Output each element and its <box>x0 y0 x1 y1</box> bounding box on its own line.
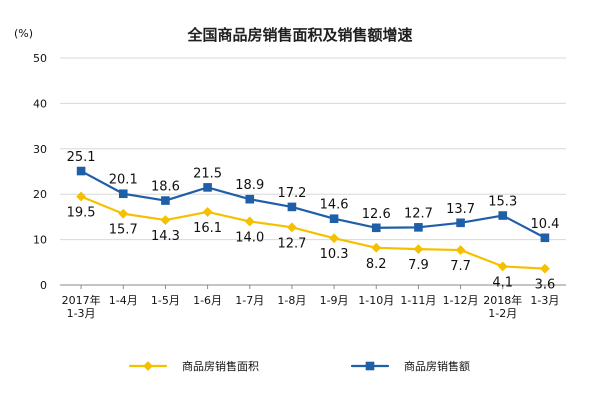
data-label: 3.6 <box>535 278 556 293</box>
data-label: 10.4 <box>530 217 559 232</box>
diamond-marker <box>287 222 297 233</box>
y-tick-label: 30 <box>33 143 47 156</box>
x-tick-label: 1-12月 <box>443 294 479 307</box>
data-label: 4.1 <box>492 275 513 290</box>
square-marker <box>540 233 550 243</box>
legend-label: 商品房销售额 <box>404 359 470 373</box>
diamond-marker <box>329 233 339 244</box>
x-tick-label: 1-9月 <box>320 294 349 307</box>
square-marker <box>161 196 170 205</box>
square-marker <box>329 214 339 224</box>
series-2: 25.1 20.1 18.6 21.5 18.9 17.2 14.6 12.6 12.7 13.7… <box>67 150 559 243</box>
x-tick-label: 1-3月 <box>67 307 96 320</box>
data-label: 25.1 <box>67 150 96 165</box>
square-marker <box>287 202 297 212</box>
chart-title: 全国商品房销售面积及销售额增速 <box>186 26 412 44</box>
data-label: 21.5 <box>193 166 222 181</box>
square-marker <box>203 183 212 192</box>
x-tick-label: 1-4月 <box>109 294 138 307</box>
series-1: 19.5 15.7 14.3 16.1 14.0 12.7 10.3 8.2 7.9 7.7 4.1… <box>67 191 556 293</box>
x-tick-label: 1-3月 <box>530 294 559 307</box>
diamond-marker <box>497 261 508 272</box>
legend-item-1: 商品房销售面积 <box>128 359 259 373</box>
data-label: 18.6 <box>151 180 180 195</box>
data-label: 12.6 <box>362 207 391 222</box>
square-marker <box>365 361 375 371</box>
data-label: 16.1 <box>193 221 222 236</box>
square-marker <box>414 223 423 232</box>
x-tick-label: 1-11月 <box>400 294 436 307</box>
series-layer: 19.5 15.7 14.3 16.1 14.0 12.7 10.3 8.2 7.9 7.7 4.1… <box>67 150 560 293</box>
x-tick-label: 1-6月 <box>193 294 222 307</box>
diamond-marker <box>143 361 153 371</box>
square-marker <box>245 194 255 204</box>
diamond-marker <box>540 263 550 274</box>
y-unit-label: (%) <box>14 27 33 40</box>
data-label: 20.1 <box>109 173 138 188</box>
diamond-marker <box>160 215 171 225</box>
legend-label: 商品房销售面积 <box>182 359 259 373</box>
series-line <box>79 169 547 239</box>
y-tick-label: 0 <box>40 279 47 292</box>
data-label: 13.7 <box>446 202 475 217</box>
legend: 商品房销售面积 商品房销售额 <box>128 359 470 373</box>
diamond-marker <box>413 244 424 255</box>
square-marker <box>456 218 465 228</box>
y-tick-label: 20 <box>33 188 47 201</box>
diamond-marker <box>202 206 213 217</box>
square-marker <box>498 211 508 220</box>
diamond-marker <box>244 216 255 227</box>
data-label: 17.2 <box>277 186 306 201</box>
data-label: 12.7 <box>404 206 433 221</box>
diamond-marker <box>371 242 382 253</box>
y-tick-label: 10 <box>33 234 47 247</box>
x-tick-label: 2017年 <box>62 293 101 307</box>
series-line <box>79 195 547 270</box>
data-label: 15.3 <box>488 195 517 210</box>
data-label: 12.7 <box>277 236 306 251</box>
data-label: 19.5 <box>67 205 96 220</box>
data-label: 14.0 <box>235 230 264 245</box>
data-label: 14.3 <box>151 229 180 244</box>
grid-layer <box>60 57 566 286</box>
data-label: 10.3 <box>320 247 349 262</box>
diamond-marker <box>455 245 466 255</box>
square-marker <box>371 223 381 233</box>
y-tick-label: 50 <box>33 52 47 65</box>
x-tick-label: 1-8月 <box>277 294 306 307</box>
x-tick-label: 1-7月 <box>235 294 264 307</box>
data-label: 7.7 <box>450 259 471 274</box>
diamond-marker <box>118 208 129 219</box>
data-label: 18.9 <box>235 178 264 193</box>
x-tick-label: 2018年 <box>483 293 522 307</box>
legend-item-2: 商品房销售额 <box>350 359 470 373</box>
x-tick-label: 1-10月 <box>358 294 394 307</box>
y-tick-label: 40 <box>33 97 47 110</box>
x-tick-label: 1-2月 <box>488 307 517 320</box>
square-marker <box>118 189 128 199</box>
data-label: 15.7 <box>109 223 138 238</box>
data-label: 7.9 <box>408 258 429 273</box>
diamond-marker <box>76 191 86 202</box>
square-marker <box>76 166 86 176</box>
x-tick-label: 1-5月 <box>151 294 180 307</box>
data-label: 8.2 <box>366 257 387 272</box>
data-label: 14.6 <box>320 198 349 213</box>
